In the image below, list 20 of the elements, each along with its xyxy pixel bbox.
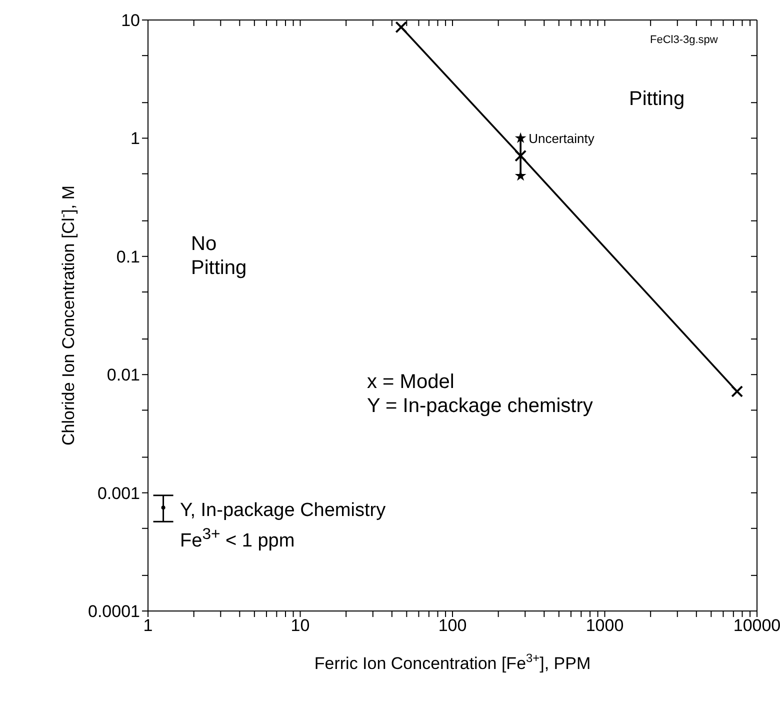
x-tick-label: 1 [143,616,153,636]
x-tick-label: 10000 [733,616,780,636]
annotation: Y = In-package chemistry [367,394,593,418]
annotation: Pitting [629,87,685,111]
y-tick-label: 1 [130,129,140,148]
x-tick-label: 1000 [586,616,624,636]
annotation: Y, In-package Chemistry [180,500,386,523]
annotation: FeCl3-3g.spw [650,34,718,48]
annotation: Fe$^{3+}$ < 1 ppm [180,526,295,554]
x-axis-title: Ferric Ion Concentration [Fe$^{3+}$], PPM [314,651,591,673]
annotation: No Pitting [191,232,248,280]
y-tick-label: 0.001 [97,484,140,503]
x-tick-label: 10 [290,616,310,636]
annotation: Uncertainty [528,130,595,146]
y-tick-label: 10 [121,11,140,30]
annotation: x = Model [367,370,454,394]
x-tick-label: 100 [438,616,467,636]
y-tick-label: 0.0001 [88,602,140,622]
y-tick-label: 0.01 [106,366,140,385]
y-tick-label: 0.1 [116,247,140,266]
